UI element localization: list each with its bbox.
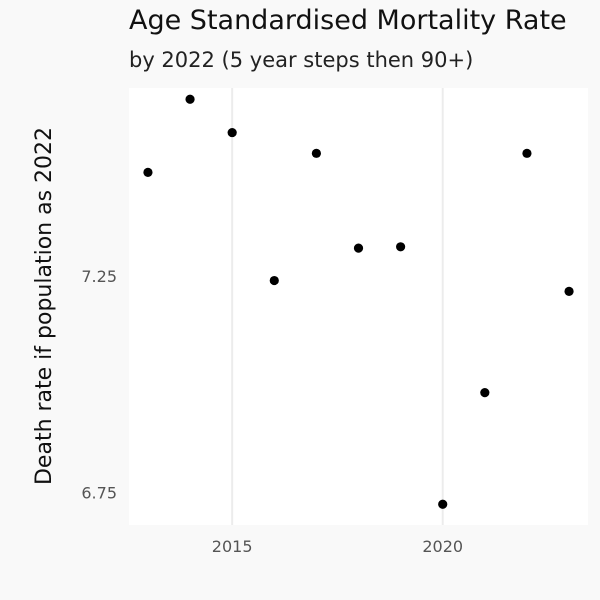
chart-title: Age Standardised Mortality Rate: [129, 5, 567, 36]
data-points: [143, 94, 574, 509]
data-point-2023: [564, 286, 574, 296]
data-point-2014: [185, 94, 195, 104]
data-point-2022: [522, 148, 532, 158]
y-axis-ticks: 7.25 6.75: [81, 267, 117, 502]
data-point-2021: [480, 388, 490, 398]
data-point-2020: [438, 499, 448, 509]
y-axis-label: Death rate if population as 2022: [32, 127, 57, 485]
data-point-2013: [143, 167, 153, 177]
data-point-2019: [396, 242, 406, 252]
data-point-2017: [311, 148, 321, 158]
data-point-2016: [269, 275, 279, 286]
y-tick-label-7.25: 7.25: [81, 267, 117, 286]
plot-panel: [129, 88, 588, 525]
x-tick-label-2015: 2015: [212, 537, 253, 556]
grid-lines: [231, 88, 444, 525]
x-axis-ticks: 2015 2020: [212, 537, 463, 556]
chart-subtitle: by 2022 (5 year steps then 90+): [129, 48, 474, 72]
data-point-2015: [227, 127, 237, 138]
y-tick-label-6.75: 6.75: [81, 484, 117, 503]
data-point-2018: [353, 243, 364, 253]
x-tick-label-2020: 2020: [422, 537, 463, 556]
